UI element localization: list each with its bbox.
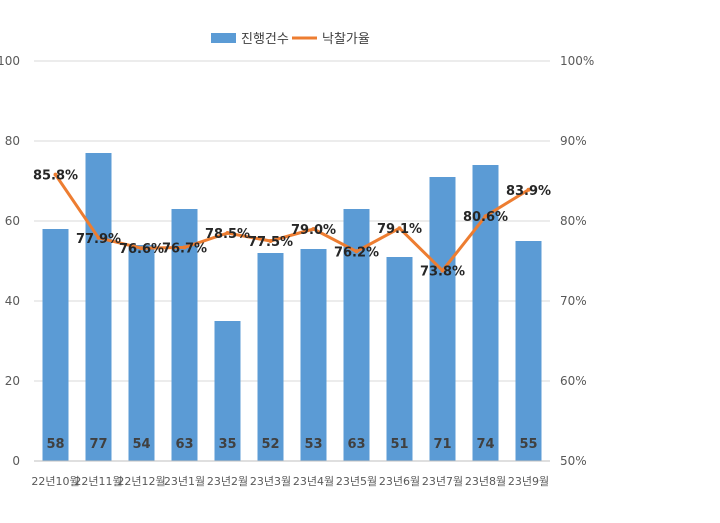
left-tick-label: 60 [5, 214, 20, 228]
line-value-label: 77.9% [76, 232, 121, 247]
line-point [526, 187, 531, 192]
line-point [354, 249, 359, 254]
left-tick-label: 40 [5, 294, 20, 308]
x-tick-label: 23년8월 [465, 475, 506, 488]
x-tick-label: 23년6월 [379, 475, 420, 488]
legend: 진행건수 낙찰가율 [211, 31, 370, 47]
bar [128, 245, 155, 461]
line-point [225, 231, 230, 235]
bar-value-label: 52 [261, 437, 279, 452]
line-point [139, 246, 144, 251]
line-point [96, 235, 101, 240]
bar-value-label: 58 [46, 437, 64, 452]
line-value-label: 85.8% [33, 169, 78, 184]
line-point [268, 239, 273, 243]
line-labels: 85.8% 77.9%76.6%76.7%78.5%77.5%79.0% 76.2%… [33, 169, 551, 280]
line-value-label: 76.7% [162, 241, 207, 256]
right-tick-label: 70% [560, 294, 587, 308]
bar-value-label: 77 [89, 437, 107, 452]
bar [429, 177, 456, 461]
left-tick-label: 20 [5, 374, 20, 388]
bar [257, 253, 284, 461]
bar-value-label: 63 [175, 437, 193, 452]
line-value-label: 77.5% [248, 235, 293, 250]
right-tick-label: 80% [560, 214, 587, 228]
line-point [53, 172, 58, 177]
bar [171, 209, 198, 461]
line-point [311, 227, 316, 231]
x-tick-label: 23년5월 [336, 475, 377, 488]
right-tick-label: 100% [560, 54, 594, 68]
line-path [54, 173, 530, 273]
x-tick-label: 23년1월 [164, 475, 205, 488]
x-tick-label: 23년7월 [422, 475, 463, 488]
bar-labels: 58 77 54 63 35 52 53 63 51 71 74 55 [46, 437, 537, 452]
line-point [483, 214, 488, 219]
line-value-label: 80.6% [463, 210, 508, 225]
line-value-label: 76.6% [119, 242, 164, 257]
legend-bar-label: 진행건수 [241, 31, 289, 47]
x-tick-label: 23년2월 [207, 475, 248, 488]
x-tick-label: 22년11월 [74, 475, 122, 488]
bar-value-label: 63 [347, 437, 365, 452]
bar-value-label: 51 [390, 437, 408, 452]
bar-value-label: 74 [476, 437, 494, 452]
right-tick-label: 90% [560, 134, 587, 148]
line-value-label: 83.9% [506, 184, 551, 199]
line-value-label: 79.0% [291, 223, 336, 238]
bar-value-label: 53 [304, 437, 322, 452]
x-tick-label: 22년10월 [31, 475, 79, 488]
bar [214, 321, 241, 461]
bar-value-label: 35 [218, 437, 236, 452]
x-tick-label: 22년12월 [117, 475, 165, 488]
bar-value-label: 54 [132, 437, 150, 452]
x-tick-label: 23년9월 [508, 475, 549, 488]
legend-line-label: 낙찰가율 [322, 32, 370, 47]
x-tick-label: 23년3월 [250, 475, 291, 488]
bar [515, 241, 542, 461]
left-tick-label: 80 [5, 134, 20, 148]
bar [85, 153, 112, 461]
line-value-label: 76.2% [334, 245, 379, 260]
right-tick-label: 50% [560, 454, 587, 468]
left-axis: 0 20 40 60 80 100 [0, 54, 20, 468]
line-value-label: 73.8% [420, 265, 465, 280]
bar [42, 229, 69, 461]
right-axis: 50% 60% 70% 80% 90% 100% [560, 54, 594, 468]
bar-series [42, 153, 542, 461]
bar [300, 249, 327, 461]
left-tick-label: 0 [12, 454, 20, 468]
bar-value-label: 55 [519, 437, 537, 452]
line-series [53, 172, 531, 273]
left-tick-label: 100 [0, 54, 20, 68]
line-point [182, 245, 187, 250]
line-point [397, 226, 402, 231]
line-point [440, 268, 445, 273]
bar [386, 257, 413, 461]
bar-value-label: 71 [433, 437, 451, 452]
line-value-label: 78.5% [205, 227, 250, 242]
x-tick-label: 23년4월 [293, 475, 334, 488]
line-value-label: 79.1% [377, 222, 422, 237]
legend-bar-swatch [211, 33, 236, 43]
right-tick-label: 60% [560, 374, 587, 388]
